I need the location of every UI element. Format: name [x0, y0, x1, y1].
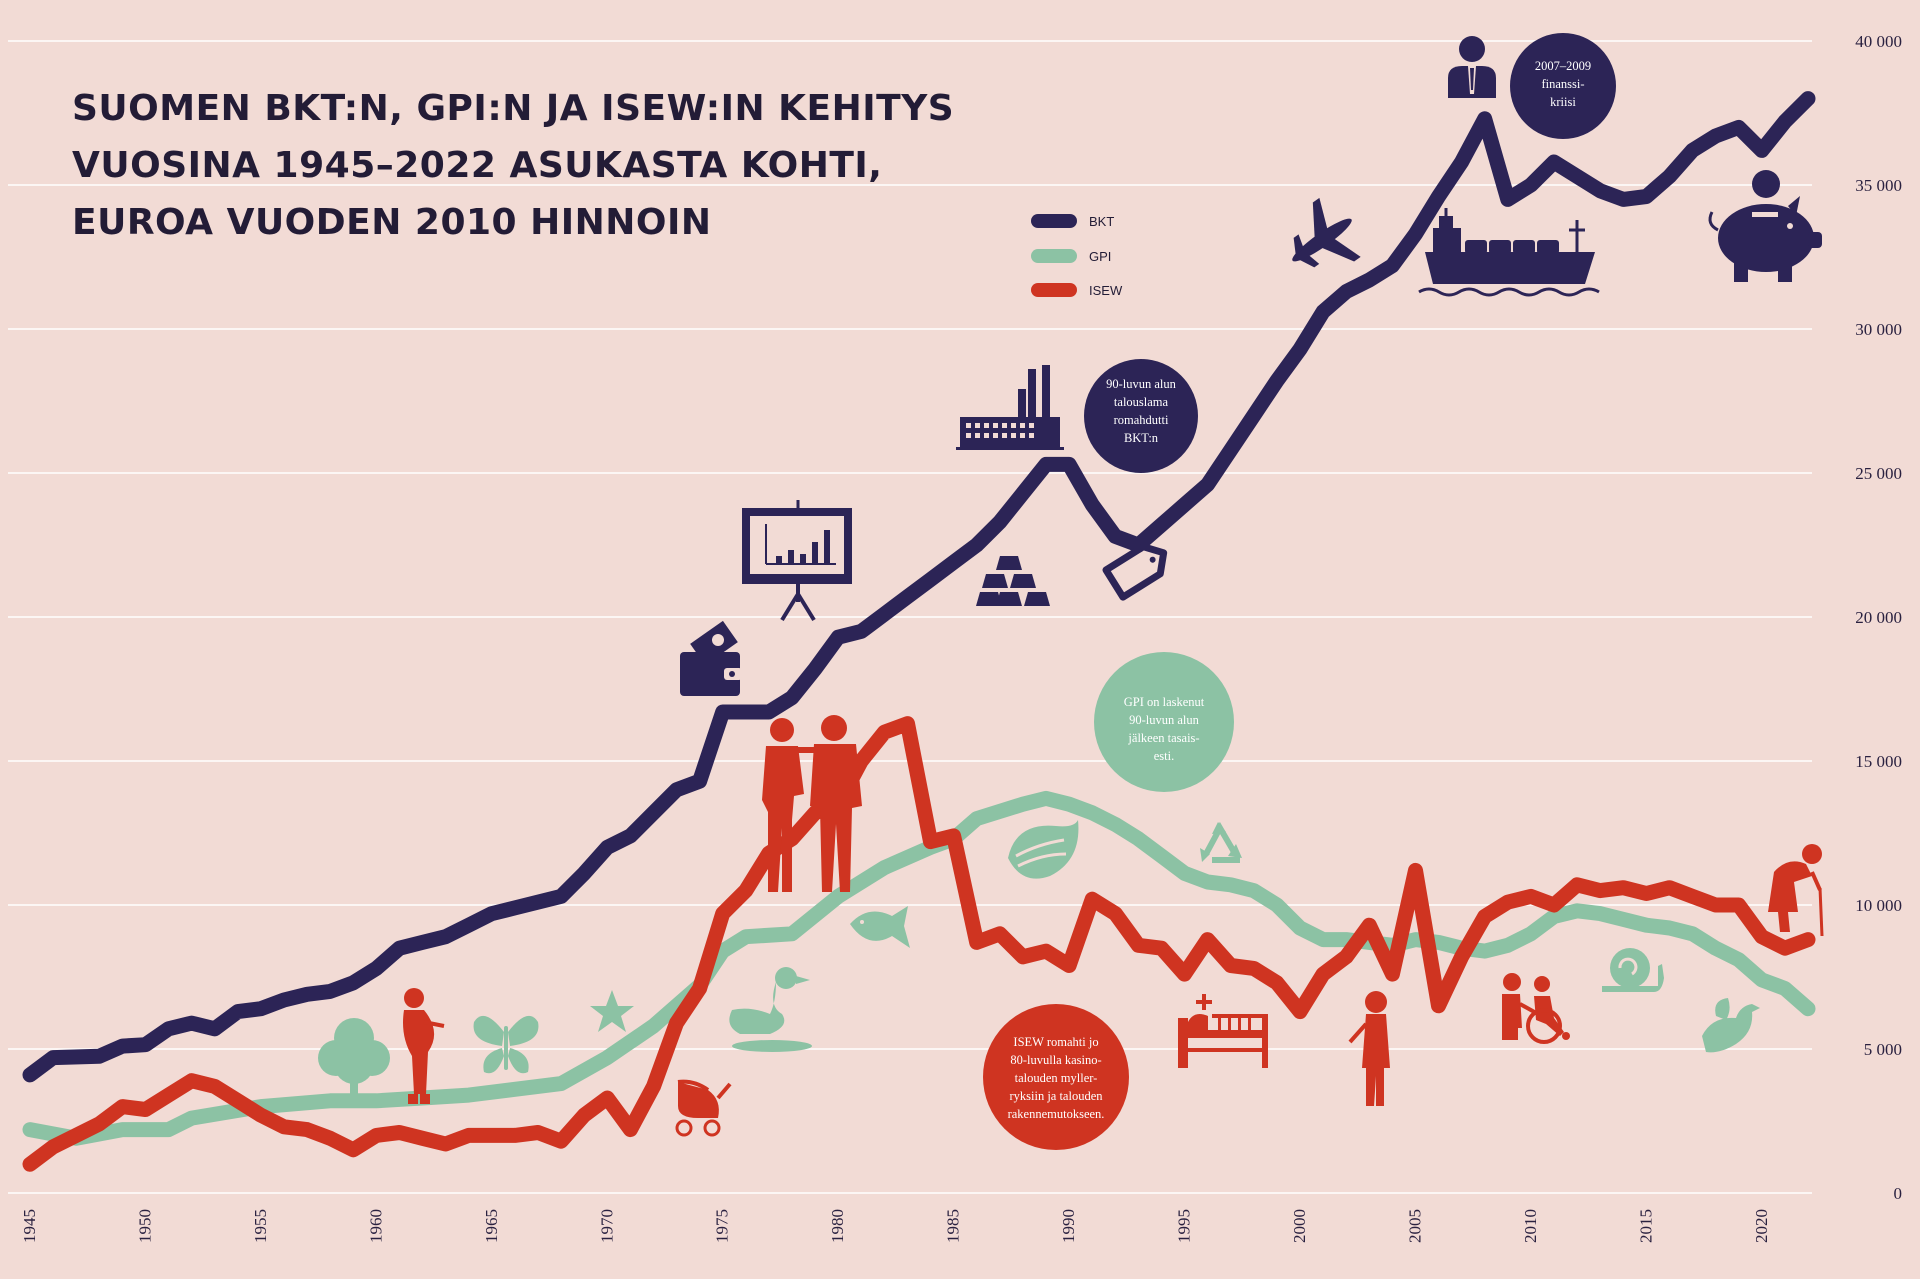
legend-item-gpi: GPI	[1031, 249, 1111, 264]
factory-icon	[956, 365, 1064, 450]
y-tick-label: 25 000	[1855, 464, 1902, 483]
bubble-gdp-drop-line-1: 90-luvun alun	[1106, 377, 1177, 391]
fish-icon	[850, 906, 910, 948]
bubble-finance-crisis-line-2: finanssi-	[1541, 77, 1584, 91]
recycle-icon	[1200, 821, 1242, 863]
chart-title: SUOMEN BKT:N, GPI:N JA ISEW:IN KEHITYS V…	[72, 88, 954, 243]
bubble-gdp-drop-line-2: talouslama	[1114, 395, 1169, 409]
bubble-isew-line-5: rakennemutokseen.	[1008, 1107, 1105, 1121]
x-tick-label: 2010	[1521, 1209, 1540, 1243]
bubble-isew-line-4: ryksiin ja talouden	[1009, 1089, 1103, 1103]
series-lines	[22, 91, 1816, 1172]
legend-label-bkt: BKT	[1089, 214, 1114, 229]
x-axis-ticks: 1945 1950 1955 1960 1965 1970 1975 1980 1985 1990…	[20, 1209, 1771, 1243]
legend-item-isew: ISEW	[1031, 283, 1123, 298]
bubble-gpi-shape	[1094, 652, 1234, 792]
bubble-gpi-line-2: 90-luvun alun	[1129, 713, 1200, 727]
stroller-icon	[675, 1079, 732, 1137]
duck-icon	[729, 967, 812, 1052]
leaf-icon	[1008, 820, 1079, 879]
starfish-icon	[590, 990, 634, 1032]
x-tick-label: 1950	[135, 1209, 154, 1243]
y-tick-label: 0	[1894, 1184, 1903, 1203]
bubble-isew-shape	[983, 1004, 1129, 1150]
x-tick-label: 1995	[1175, 1209, 1194, 1243]
couple-icon	[762, 715, 862, 892]
wheelchair-icon	[1502, 973, 1570, 1044]
x-tick-label: 1990	[1059, 1209, 1078, 1243]
y-tick-label: 30 000	[1855, 320, 1902, 339]
legend-label-isew: ISEW	[1089, 283, 1123, 298]
bubble-gdp-drop-shape	[1084, 359, 1198, 473]
child-icon	[1348, 991, 1390, 1106]
x-tick-label: 1945	[20, 1209, 39, 1243]
piggy-bank-icon	[1708, 170, 1822, 282]
bubble-finance-crisis-line-3: kriisi	[1550, 95, 1576, 109]
y-tick-label: 10 000	[1855, 896, 1902, 915]
bubble-gpi-line-3: jälkeen tasais-	[1127, 731, 1199, 745]
bubble-isew-line-1: ISEW romahti jo	[1013, 1035, 1098, 1049]
x-tick-label: 2020	[1752, 1209, 1771, 1243]
businessman-icon	[1448, 36, 1496, 98]
butterfly-icon	[473, 1015, 539, 1074]
legend-item-bkt: BKT	[1031, 214, 1114, 229]
bubble-gpi: GPI on laskenut 90-luvun alun jälkeen ta…	[1094, 652, 1234, 792]
y-tick-label: 15 000	[1855, 752, 1902, 771]
bubble-isew-line-3: talouden myller-	[1015, 1071, 1098, 1085]
elderly-icon	[1768, 844, 1824, 937]
y-tick-label: 20 000	[1855, 608, 1902, 627]
bubble-finance-crisis-line-1: 2007–2009	[1535, 59, 1591, 73]
y-tick-label: 5 000	[1864, 1040, 1902, 1059]
series-line-gpi	[22, 790, 1816, 1146]
x-tick-label: 1985	[944, 1209, 963, 1243]
series-line-isew	[22, 716, 1816, 1172]
x-tick-label: 2015	[1636, 1209, 1655, 1243]
bubble-finance-crisis: 2007–2009 finanssi- kriisi	[1510, 33, 1616, 139]
ship-icon	[1418, 208, 1600, 297]
bubble-gdp-drop: 90-luvun alun talouslama romahdutti BKT:…	[1084, 359, 1198, 473]
airplane-icon	[1292, 197, 1361, 268]
x-tick-label: 1970	[597, 1209, 616, 1243]
x-tick-label: 1980	[828, 1209, 847, 1243]
title-line-3: EUROA VUODEN 2010 HINNOIN	[72, 202, 712, 243]
title-line-1: SUOMEN BKT:N, GPI:N JA ISEW:IN KEHITYS	[72, 88, 954, 129]
legend: BKT GPI ISEW	[1031, 214, 1123, 298]
y-axis-ticks: 0 5 000 10 000 15 000 20 000 25 000 30 000 35 0…	[1855, 32, 1902, 1203]
hospital-bed-icon	[1178, 994, 1268, 1068]
gold-bars-icon	[976, 556, 1050, 606]
presentation-chart-icon	[742, 500, 852, 622]
x-tick-label: 2000	[1290, 1209, 1309, 1243]
x-tick-label: 1975	[713, 1209, 732, 1243]
bubble-isew-line-2: 80-luvulla kasino-	[1010, 1053, 1101, 1067]
bubble-gdp-drop-line-4: BKT:n	[1124, 431, 1159, 445]
price-tag-icon	[1102, 543, 1168, 601]
x-tick-label: 1960	[366, 1209, 385, 1243]
bubble-gpi-line-4: esti.	[1154, 749, 1174, 763]
bubble-finance-crisis-shape	[1510, 33, 1616, 139]
y-tick-label: 40 000	[1855, 32, 1902, 51]
x-tick-label: 2005	[1405, 1209, 1424, 1243]
x-tick-label: 1965	[482, 1209, 501, 1243]
bubble-isew: ISEW romahti jo 80-luvulla kasino- talou…	[983, 1004, 1129, 1150]
x-tick-label: 1955	[251, 1209, 270, 1243]
title-line-2: VUOSINA 1945–2022 ASUKASTA KOHTI,	[72, 145, 882, 186]
series-line-bkt	[22, 91, 1816, 1083]
wallet-icon	[680, 620, 742, 696]
snail-icon	[1602, 948, 1664, 992]
tree-icon	[318, 1018, 390, 1104]
bubble-gdp-drop-line-3: romahdutti	[1114, 413, 1169, 427]
pregnant-woman-icon	[403, 988, 445, 1104]
grid-lines	[8, 40, 1812, 1194]
bubble-gpi-line-1: GPI on laskenut	[1124, 695, 1205, 709]
y-tick-label: 35 000	[1855, 176, 1902, 195]
bird-icon	[1702, 998, 1760, 1053]
legend-label-gpi: GPI	[1089, 249, 1111, 264]
